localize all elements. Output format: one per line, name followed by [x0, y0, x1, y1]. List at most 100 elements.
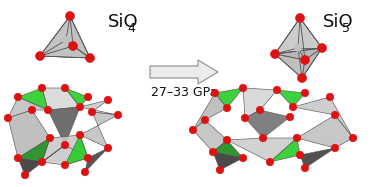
Circle shape [271, 50, 279, 59]
Polygon shape [40, 16, 90, 58]
Circle shape [4, 114, 12, 122]
Circle shape [114, 111, 122, 119]
Text: SiO: SiO [108, 13, 139, 31]
Polygon shape [18, 138, 50, 162]
Polygon shape [245, 110, 290, 138]
Circle shape [76, 131, 84, 139]
Circle shape [241, 114, 249, 122]
Circle shape [216, 166, 224, 174]
Polygon shape [65, 135, 88, 165]
Polygon shape [275, 48, 322, 78]
Polygon shape [42, 135, 88, 162]
Polygon shape [270, 138, 300, 162]
Circle shape [44, 106, 52, 114]
Polygon shape [193, 120, 227, 152]
Circle shape [81, 168, 89, 176]
Polygon shape [193, 93, 227, 130]
Circle shape [296, 13, 305, 22]
Circle shape [326, 93, 334, 101]
Circle shape [189, 126, 197, 134]
Polygon shape [275, 54, 305, 78]
Polygon shape [300, 148, 335, 168]
Circle shape [61, 141, 69, 149]
Circle shape [259, 134, 267, 142]
Polygon shape [277, 90, 305, 107]
Polygon shape [213, 140, 243, 158]
Circle shape [289, 103, 297, 111]
Circle shape [104, 96, 112, 104]
Circle shape [211, 89, 219, 97]
Polygon shape [80, 100, 118, 115]
Circle shape [301, 89, 309, 97]
Polygon shape [215, 88, 243, 108]
Circle shape [76, 103, 84, 111]
Circle shape [301, 164, 309, 172]
Circle shape [38, 84, 46, 92]
Circle shape [84, 154, 92, 162]
Text: SiO: SiO [323, 13, 354, 31]
Circle shape [88, 108, 96, 116]
Circle shape [349, 134, 357, 142]
Circle shape [294, 45, 302, 51]
Circle shape [28, 106, 36, 114]
Text: 27–33 GPa: 27–33 GPa [151, 85, 217, 99]
Circle shape [36, 51, 45, 61]
Circle shape [46, 134, 54, 142]
Circle shape [223, 104, 231, 112]
Polygon shape [42, 88, 80, 110]
Circle shape [223, 136, 231, 144]
Circle shape [331, 111, 339, 119]
Polygon shape [80, 112, 118, 148]
Polygon shape [70, 16, 90, 58]
Circle shape [331, 144, 339, 152]
Circle shape [84, 93, 92, 101]
Polygon shape [40, 46, 90, 58]
Circle shape [256, 106, 264, 114]
Circle shape [296, 151, 304, 159]
Circle shape [85, 53, 94, 62]
Polygon shape [293, 97, 353, 138]
Circle shape [62, 36, 70, 44]
Polygon shape [243, 88, 277, 118]
Polygon shape [85, 148, 108, 172]
Polygon shape [300, 18, 322, 60]
Circle shape [297, 73, 307, 82]
Polygon shape [227, 138, 297, 162]
Polygon shape [275, 18, 305, 60]
Polygon shape [18, 88, 48, 110]
Circle shape [239, 154, 247, 162]
Circle shape [266, 158, 274, 166]
Circle shape [65, 11, 74, 21]
Polygon shape [275, 18, 322, 54]
Polygon shape [40, 16, 73, 56]
Polygon shape [275, 48, 322, 60]
Circle shape [68, 42, 77, 50]
Circle shape [293, 134, 301, 142]
Polygon shape [48, 107, 80, 145]
Circle shape [14, 154, 22, 162]
Circle shape [239, 84, 247, 92]
Circle shape [273, 86, 281, 94]
Circle shape [201, 116, 209, 124]
Polygon shape [8, 97, 48, 118]
Circle shape [104, 144, 112, 152]
Circle shape [209, 148, 217, 156]
Text: 4: 4 [127, 22, 135, 34]
Circle shape [61, 84, 69, 92]
Polygon shape [213, 152, 243, 170]
Polygon shape [297, 115, 353, 148]
Polygon shape [65, 88, 88, 107]
Circle shape [14, 93, 22, 101]
Polygon shape [42, 145, 88, 165]
Circle shape [301, 56, 310, 65]
Polygon shape [302, 48, 322, 78]
Polygon shape [18, 158, 42, 175]
Circle shape [318, 44, 327, 53]
Text: 5: 5 [342, 22, 350, 34]
Circle shape [21, 171, 29, 179]
Polygon shape [25, 145, 65, 175]
Circle shape [61, 161, 69, 169]
Polygon shape [8, 110, 50, 158]
Polygon shape [150, 60, 218, 84]
Circle shape [286, 113, 294, 121]
